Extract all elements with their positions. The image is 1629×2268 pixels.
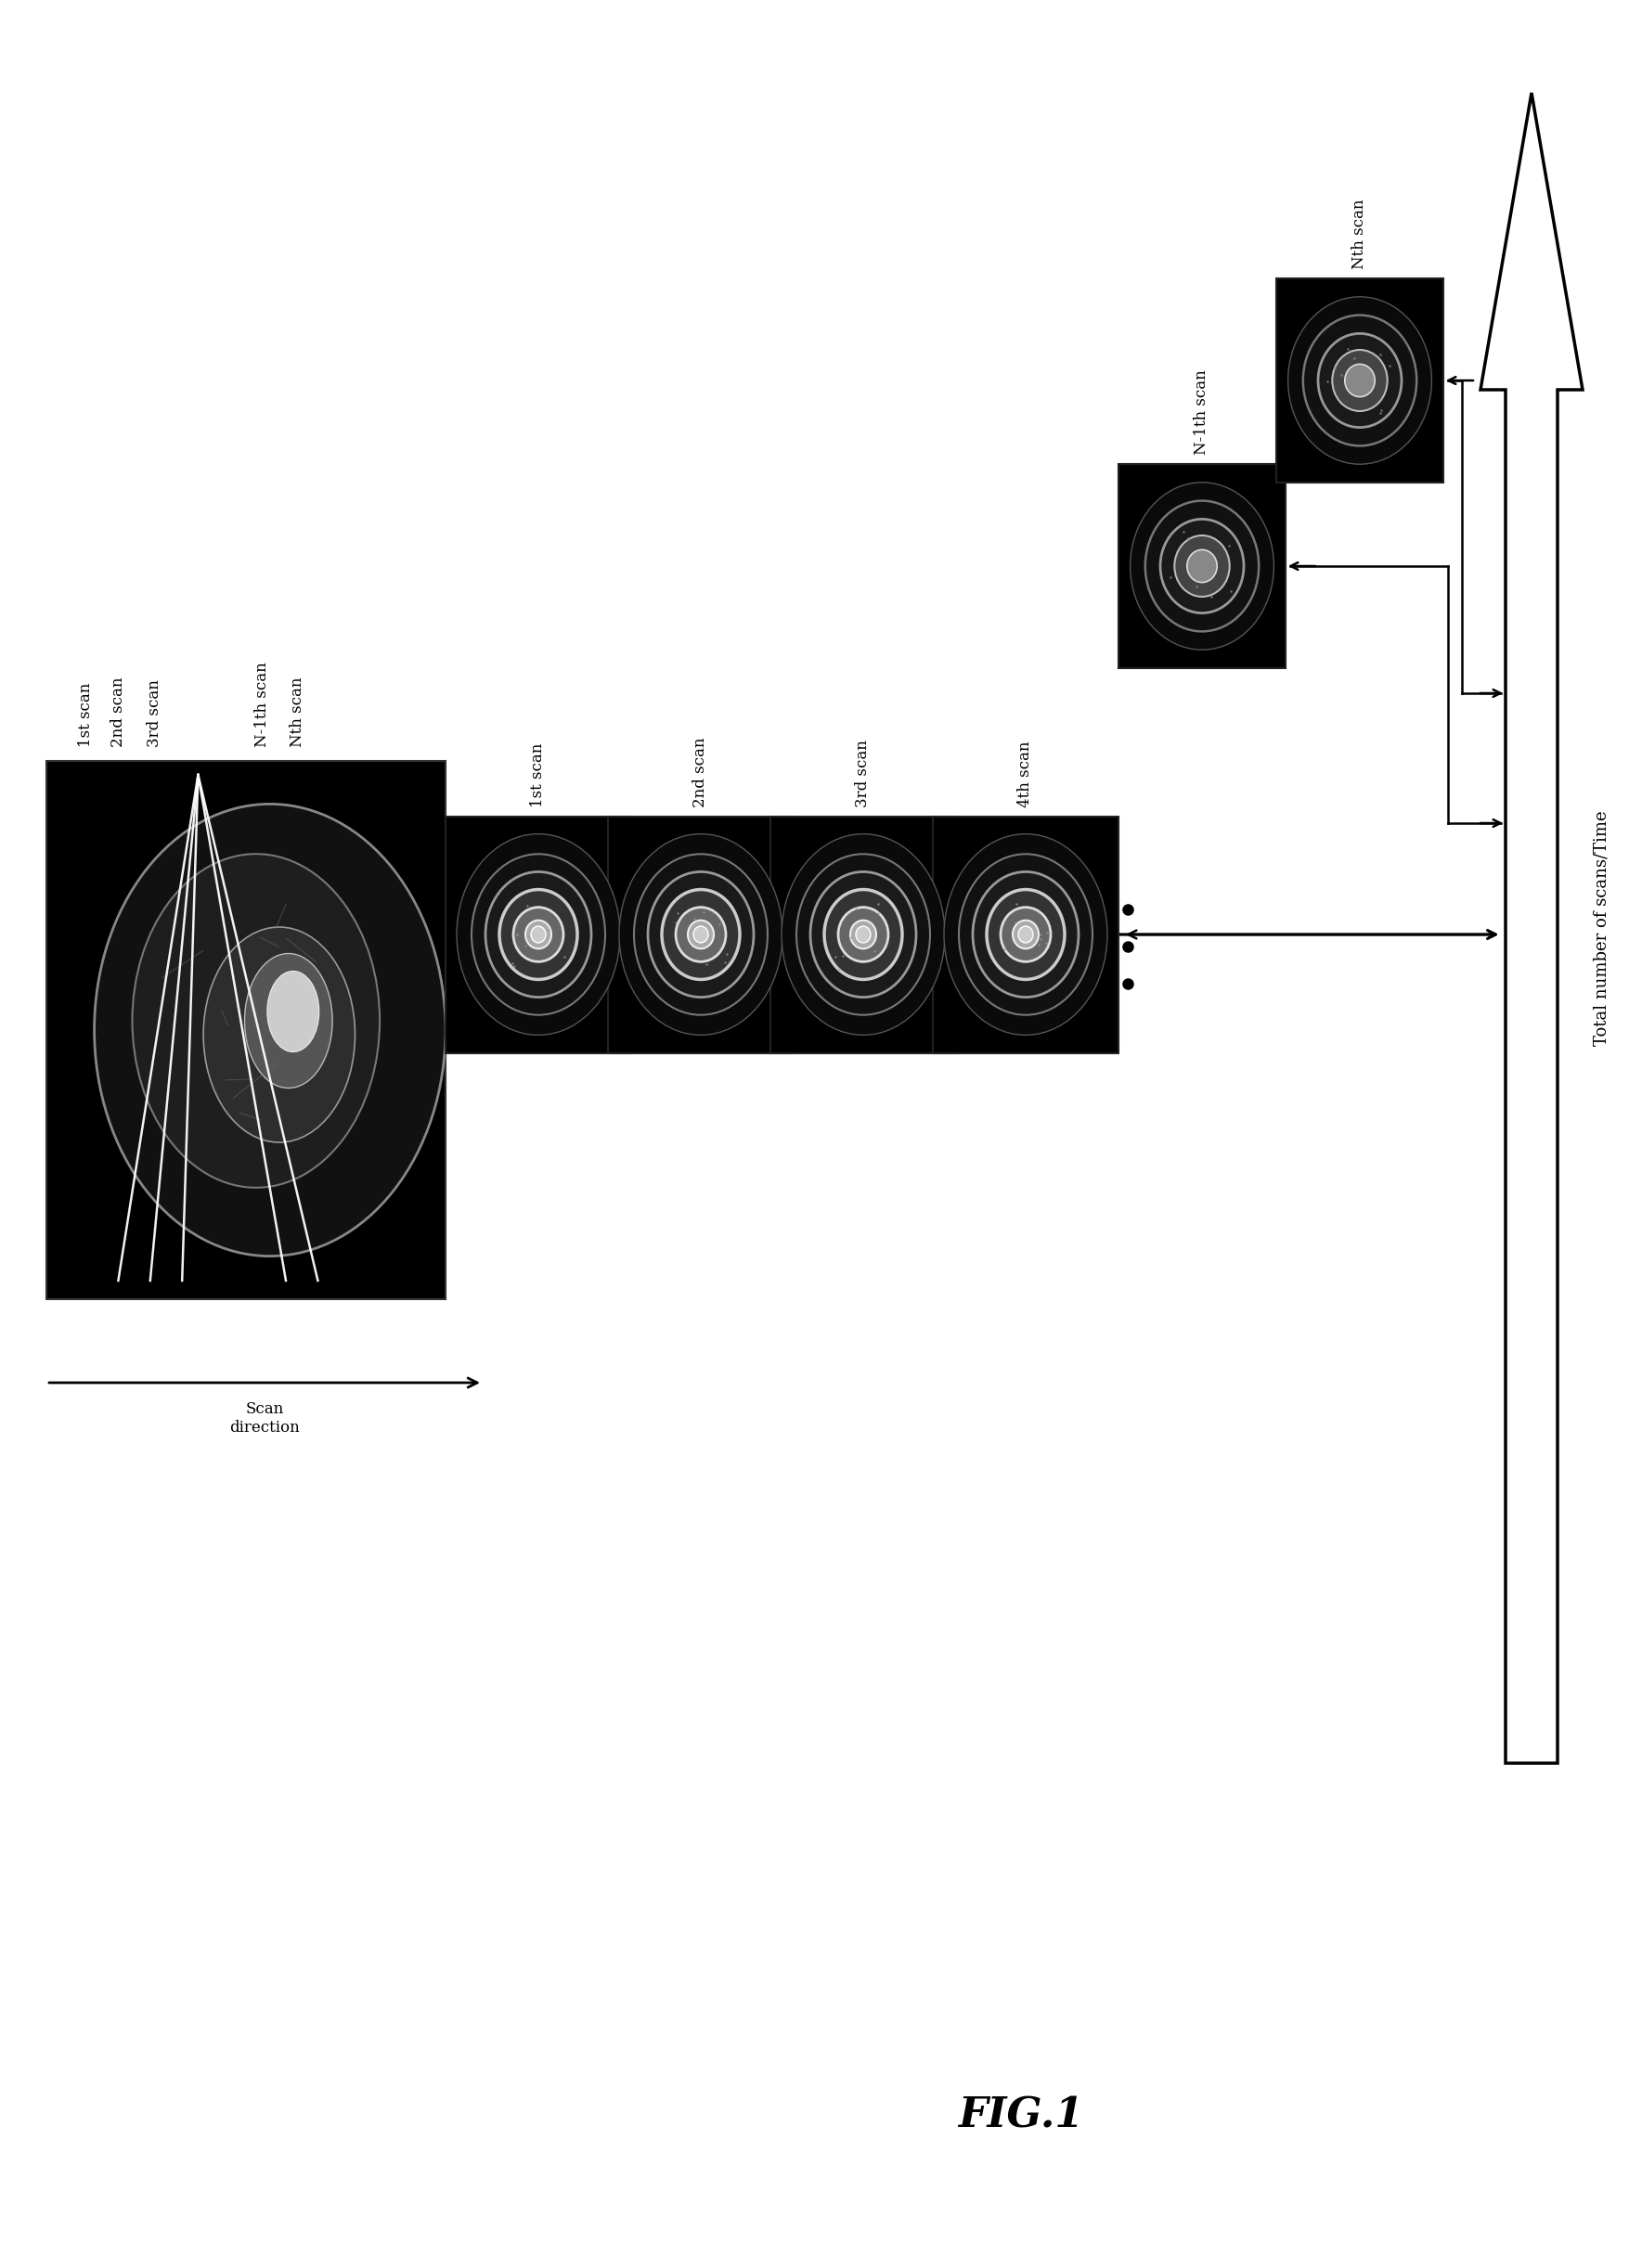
Text: Nth scan: Nth scan (290, 676, 306, 746)
Text: 4th scan: 4th scan (1018, 742, 1033, 807)
Bar (771, 816, 956, 1052)
Ellipse shape (619, 835, 782, 1034)
Text: Total number of scans/Time: Total number of scans/Time (1593, 810, 1611, 1046)
Ellipse shape (1000, 907, 1051, 962)
Text: 3rd scan: 3rd scan (855, 739, 872, 807)
Ellipse shape (1160, 519, 1245, 612)
Ellipse shape (244, 953, 332, 1089)
Ellipse shape (694, 925, 709, 943)
Ellipse shape (1303, 315, 1417, 447)
Bar (1119, 465, 1285, 669)
Ellipse shape (676, 907, 727, 962)
Ellipse shape (471, 855, 606, 1016)
Text: 1st scan: 1st scan (531, 744, 546, 807)
Bar (46, 762, 446, 1300)
Ellipse shape (824, 889, 902, 980)
Polygon shape (1481, 93, 1583, 1762)
Ellipse shape (267, 971, 319, 1052)
Ellipse shape (1318, 333, 1401, 426)
Ellipse shape (513, 907, 564, 962)
Text: FIG.1: FIG.1 (958, 2096, 1083, 2136)
Text: 2nd scan: 2nd scan (692, 737, 709, 807)
Ellipse shape (204, 928, 355, 1143)
Text: 2nd scan: 2nd scan (111, 676, 125, 746)
Ellipse shape (634, 855, 767, 1016)
Ellipse shape (973, 871, 1078, 998)
Ellipse shape (850, 921, 876, 948)
Ellipse shape (648, 871, 754, 998)
Text: 1st scan: 1st scan (78, 683, 94, 746)
Bar (933, 816, 1119, 1052)
Bar (446, 816, 630, 1052)
Ellipse shape (485, 871, 591, 998)
Ellipse shape (782, 835, 945, 1034)
Ellipse shape (1333, 349, 1388, 411)
Ellipse shape (1188, 549, 1217, 583)
Ellipse shape (1346, 365, 1375, 397)
Ellipse shape (94, 805, 446, 1256)
Ellipse shape (1131, 483, 1274, 649)
Ellipse shape (839, 907, 888, 962)
Text: Nth scan: Nth scan (1352, 200, 1368, 270)
Ellipse shape (132, 855, 380, 1188)
Ellipse shape (987, 889, 1065, 980)
Ellipse shape (500, 889, 577, 980)
Ellipse shape (456, 835, 621, 1034)
Text: N-1th scan: N-1th scan (254, 662, 270, 746)
Ellipse shape (531, 925, 546, 943)
Ellipse shape (526, 921, 551, 948)
Ellipse shape (1289, 297, 1432, 465)
Ellipse shape (810, 871, 915, 998)
Ellipse shape (959, 855, 1093, 1016)
Ellipse shape (855, 925, 870, 943)
Text: 3rd scan: 3rd scan (147, 680, 161, 746)
Bar (608, 816, 793, 1052)
Ellipse shape (1013, 921, 1039, 948)
Ellipse shape (661, 889, 740, 980)
Ellipse shape (1145, 501, 1259, 631)
Bar (1276, 279, 1443, 483)
Ellipse shape (687, 921, 714, 948)
Text: Scan
direction: Scan direction (230, 1402, 300, 1436)
Ellipse shape (943, 835, 1108, 1034)
Ellipse shape (1018, 925, 1033, 943)
Text: N-1th scan: N-1th scan (1194, 370, 1210, 454)
Ellipse shape (1175, 535, 1230, 596)
Ellipse shape (797, 855, 930, 1016)
